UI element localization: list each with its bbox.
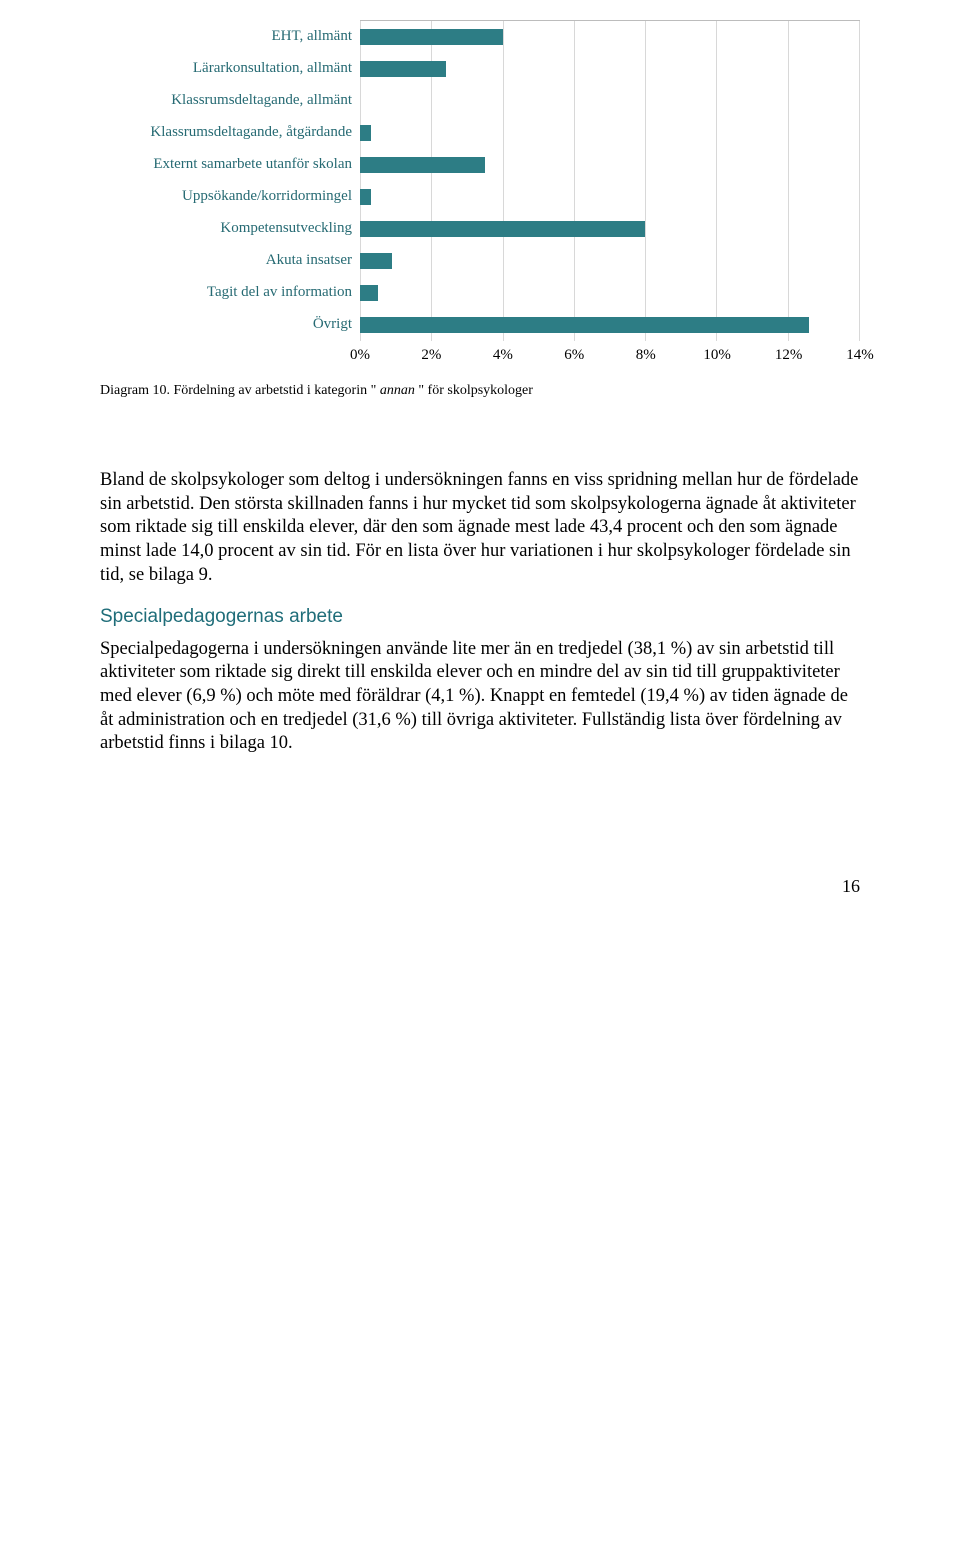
chart-bar xyxy=(360,253,392,269)
chart-gridline xyxy=(859,21,860,341)
chart-bar xyxy=(360,285,378,301)
chart-bar-row xyxy=(360,85,859,117)
chart-bar xyxy=(360,61,446,77)
chart-bar-row xyxy=(360,181,859,213)
chart-xtick: 6% xyxy=(564,347,584,364)
chart-category-label: Lärarkonsultation, allmänt xyxy=(100,52,352,84)
chart-bar-row xyxy=(360,53,859,85)
page-number: 16 xyxy=(100,876,860,897)
chart-category-label: Övrigt xyxy=(100,308,352,340)
chart-category-label: Klassrumsdeltagande, åtgärdande xyxy=(100,116,352,148)
paragraph-1: Bland de skolpsykologer som deltog i und… xyxy=(100,469,860,587)
chart-xtick: 14% xyxy=(846,347,874,364)
chart-category-label: Tagit del av information xyxy=(100,276,352,308)
chart-category-label: Externt samarbete utanför skolan xyxy=(100,148,352,180)
section-header: Specialpedagogernas arbete xyxy=(100,605,860,629)
chart-category-label: Akuta insatser xyxy=(100,244,352,276)
chart-bar xyxy=(360,221,645,237)
chart-bar xyxy=(360,189,371,205)
chart-category-label: Klassrumsdeltagande, allmänt xyxy=(100,84,352,116)
caption-lead: Diagram 10. Fördelning av arbetstid i ka… xyxy=(100,383,371,398)
paragraph-2: Specialpedagogerna i undersökningen anvä… xyxy=(100,638,860,756)
chart-xtick: 2% xyxy=(421,347,441,364)
chart-bar xyxy=(360,157,485,173)
chart-xtick: 8% xyxy=(636,347,656,364)
bar-chart: EHT, allmäntLärarkonsultation, allmäntKl… xyxy=(100,20,860,369)
chart-category-label: Kompetensutveckling xyxy=(100,212,352,244)
chart-bar-row xyxy=(360,149,859,181)
chart-xtick: 0% xyxy=(350,347,370,364)
chart-bar xyxy=(360,125,371,141)
chart-bar xyxy=(360,29,503,45)
chart-category-label: Uppsökande/korridormingel xyxy=(100,180,352,212)
chart-bar-row xyxy=(360,245,859,277)
caption-tail: för skolpsykologer xyxy=(424,383,533,398)
chart-bar-row xyxy=(360,309,859,341)
chart-bar-row xyxy=(360,277,859,309)
chart-xtick: 4% xyxy=(493,347,513,364)
chart-caption: Diagram 10. Fördelning av arbetstid i ka… xyxy=(100,383,860,399)
chart-bar-row xyxy=(360,213,859,245)
chart-bar-row xyxy=(360,21,859,53)
caption-italic: annan xyxy=(376,383,418,398)
chart-xtick: 10% xyxy=(703,347,731,364)
chart-xtick: 12% xyxy=(775,347,803,364)
chart-bar-row xyxy=(360,117,859,149)
chart-category-label: EHT, allmänt xyxy=(100,20,352,52)
chart-bar xyxy=(360,317,809,333)
